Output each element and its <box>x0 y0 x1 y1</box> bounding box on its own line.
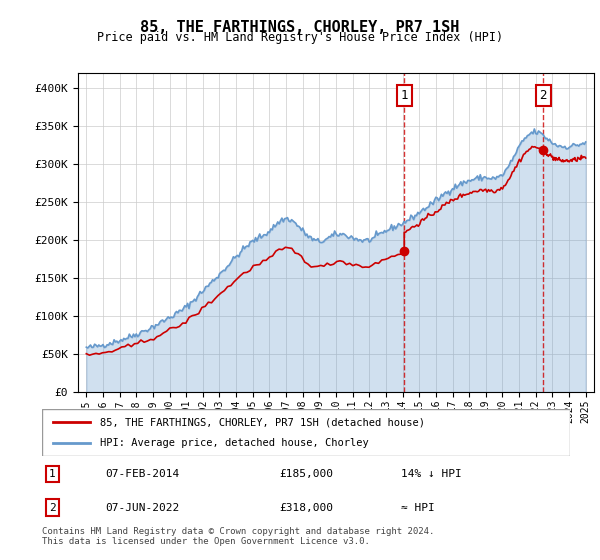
Text: 2: 2 <box>49 502 56 512</box>
Text: 1: 1 <box>49 469 56 479</box>
Text: 1: 1 <box>400 89 408 102</box>
Text: £318,000: £318,000 <box>280 502 334 512</box>
Text: 85, THE FARTHINGS, CHORLEY, PR7 1SH (detached house): 85, THE FARTHINGS, CHORLEY, PR7 1SH (det… <box>100 417 425 427</box>
FancyBboxPatch shape <box>42 409 570 456</box>
Text: ≈ HPI: ≈ HPI <box>401 502 435 512</box>
Text: £185,000: £185,000 <box>280 469 334 479</box>
Bar <box>403 73 405 392</box>
Text: 07-FEB-2014: 07-FEB-2014 <box>106 469 179 479</box>
Text: 85, THE FARTHINGS, CHORLEY, PR7 1SH: 85, THE FARTHINGS, CHORLEY, PR7 1SH <box>140 20 460 35</box>
Text: HPI: Average price, detached house, Chorley: HPI: Average price, detached house, Chor… <box>100 438 369 448</box>
Text: 14% ↓ HPI: 14% ↓ HPI <box>401 469 462 479</box>
Text: 07-JUN-2022: 07-JUN-2022 <box>106 502 179 512</box>
Text: Price paid vs. HM Land Registry's House Price Index (HPI): Price paid vs. HM Land Registry's House … <box>97 31 503 44</box>
Text: 2: 2 <box>539 89 547 102</box>
Text: Contains HM Land Registry data © Crown copyright and database right 2024.
This d: Contains HM Land Registry data © Crown c… <box>42 526 434 546</box>
